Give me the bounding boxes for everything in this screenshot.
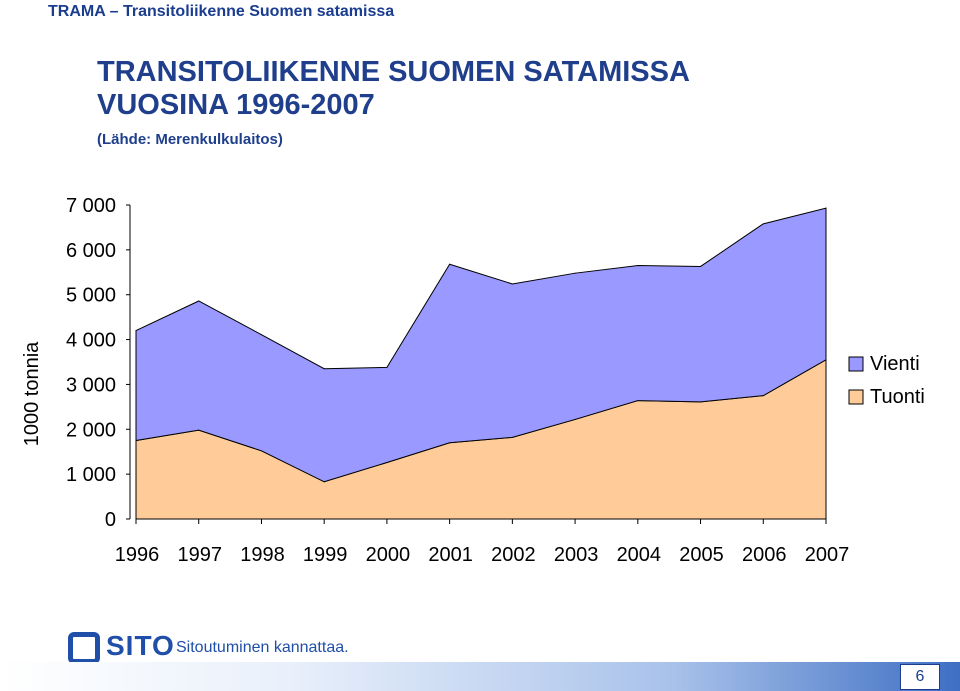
x-tick-label: 1997: [177, 544, 222, 566]
data-point-vienti: [260, 334, 262, 336]
data-point-vienti: [135, 330, 137, 332]
x-tick-label: 2003: [554, 544, 599, 566]
data-point-vienti: [637, 265, 639, 267]
y-tick-label: 0: [105, 509, 116, 531]
y-axis: 0 1 000 2 000 3 000 4 000 5 000 6 000 7 000: [66, 195, 131, 531]
legend-label-tuonti: Tuonti: [870, 386, 925, 408]
data-point-tuonti: [323, 481, 325, 483]
data-point-vienti: [762, 223, 764, 225]
y-axis-label: 1000 tonnia: [21, 341, 43, 446]
legend-label-vienti: Vienti: [870, 353, 920, 375]
slide-title-line2: VUOSINA 1996-2007: [97, 89, 375, 121]
data-point-vienti: [700, 265, 702, 267]
x-tick-label: 2001: [428, 544, 473, 566]
data-point-tuonti: [260, 450, 262, 452]
data-point-tuonti: [637, 400, 639, 402]
slide-title-line1: TRANSITOLIIKENNE SUOMEN SATAMISSA: [97, 56, 690, 88]
y-tick-label: 5 000: [66, 285, 116, 307]
data-point-tuonti: [825, 359, 827, 361]
brand-logo: SITO: [68, 630, 189, 664]
y-tick-label: 4 000: [66, 330, 116, 352]
header-strip: TRAMA – Transitoliikenne Suomen satamiss…: [0, 0, 960, 26]
x-tick-label: 1996: [115, 544, 160, 566]
y-tick-label: 7 000: [66, 195, 116, 217]
data-point-vienti: [825, 207, 827, 209]
data-point-tuonti: [511, 436, 513, 438]
x-tick-label: 2007: [805, 544, 850, 566]
x-tick-label: 2005: [679, 544, 724, 566]
sito-icon: [68, 631, 100, 664]
slide-title: TRANSITOLIIKENNE SUOMEN SATAMISSA VUOSIN…: [97, 56, 690, 122]
brand-name: SITO: [106, 630, 175, 661]
slide-source: (Lähde: Merenkulkulaitos): [97, 131, 283, 148]
data-point-tuonti: [198, 429, 200, 431]
header-title: TRAMA – Transitoliikenne Suomen satamiss…: [48, 3, 395, 20]
data-point-vienti: [323, 368, 325, 370]
data-point-tuonti: [135, 440, 137, 441]
data-point-vienti: [386, 366, 388, 368]
y-tick-label: 2 000: [66, 419, 116, 441]
data-point-tuonti: [574, 418, 576, 420]
data-point-vienti: [511, 283, 513, 285]
footer-bar: [0, 662, 960, 691]
data-point-vienti: [198, 300, 200, 302]
data-point-tuonti: [700, 401, 702, 403]
y-tick-label: 1 000: [66, 464, 116, 486]
data-point-vienti: [574, 272, 576, 274]
x-tick-label: 1999: [303, 544, 348, 566]
x-tick-label: 2006: [742, 544, 787, 566]
data-point-vienti: [449, 263, 451, 265]
y-tick-label: 3 000: [66, 374, 116, 396]
x-tick-label: 2002: [491, 544, 536, 566]
legend-swatch-vienti: [848, 356, 864, 372]
page-number: 6: [900, 664, 940, 690]
brand-tagline: Sitoutuminen kannattaa.: [176, 639, 349, 656]
x-tick-label: 1998: [240, 544, 285, 566]
area-chart: 0 1 000 2 000 3 000 4 000 5 000 6 000 7 000 199…: [21, 195, 925, 566]
data-point-tuonti: [449, 442, 451, 444]
data-point-tuonti: [762, 395, 764, 397]
data-point-tuonti: [386, 461, 388, 463]
x-tick-label: 2004: [617, 544, 662, 566]
x-tick-label: 2000: [366, 544, 411, 566]
y-tick-label: 6 000: [66, 240, 116, 262]
legend: Vienti Tuonti: [848, 353, 925, 408]
x-axis: 1996 1997 1998 1999 2000 2001 2002 2003 2004 2005…: [115, 518, 850, 566]
plot-areas: [135, 207, 827, 520]
legend-swatch-tuonti: [848, 389, 864, 405]
